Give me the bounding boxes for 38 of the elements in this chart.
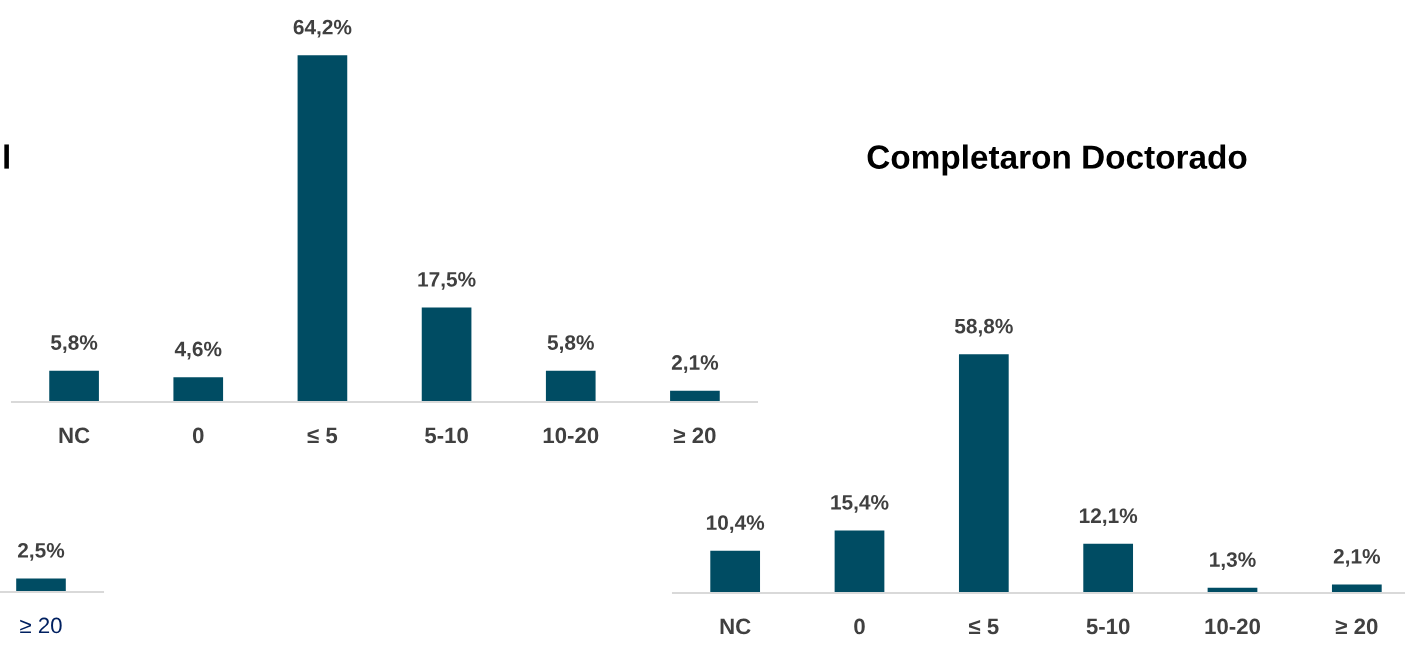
- bar: [710, 550, 761, 593]
- data-label: 2,1%: [671, 355, 719, 373]
- x-tick-label: 10-20: [543, 427, 599, 444]
- x-tick-label: NC: [720, 618, 751, 635]
- x-tick-label: 5-10: [425, 427, 468, 444]
- data-label: 2,5%: [17, 542, 65, 561]
- bar: [173, 377, 224, 402]
- bar: [1083, 543, 1134, 593]
- x-tick-label: 0: [854, 618, 865, 635]
- x-tick-label: 5-10: [1086, 618, 1130, 635]
- chart-title: Completaron Doctorado: [867, 144, 1247, 176]
- data-label: 2,1%: [1333, 548, 1381, 567]
- data-label: 5,8%: [50, 335, 98, 353]
- x-tick-label: ≥ 20: [1335, 618, 1378, 635]
- x-tick-label: 0: [192, 427, 204, 444]
- x-tick-label: NC: [59, 427, 90, 444]
- x-tick-label: ≤ 5: [307, 427, 338, 444]
- bar: [297, 55, 348, 402]
- x-tick-label: ≥ 20: [20, 617, 62, 634]
- x-tick-label: 10-20: [1205, 618, 1260, 635]
- data-label: 1,3%: [1210, 552, 1256, 570]
- bar: [1331, 584, 1382, 593]
- bar: [421, 307, 472, 402]
- x-tick-label: ≥ 20: [673, 427, 716, 444]
- bar: [49, 370, 99, 402]
- data-label: 5,8%: [547, 335, 594, 353]
- data-label: 12,1%: [1079, 508, 1138, 527]
- text: l: [4, 144, 9, 169]
- data-label: 64,2%: [293, 19, 352, 38]
- bar: [834, 530, 885, 593]
- bar: [545, 370, 596, 402]
- data-label: 58,8%: [954, 318, 1013, 337]
- data-label: 15,4%: [831, 494, 889, 513]
- x-tick-label: ≤ 5: [969, 618, 999, 635]
- data-label: 4,6%: [174, 341, 222, 360]
- bar: [958, 354, 1009, 593]
- data-label: 10,4%: [706, 515, 765, 534]
- data-label: 17,5%: [418, 272, 476, 290]
